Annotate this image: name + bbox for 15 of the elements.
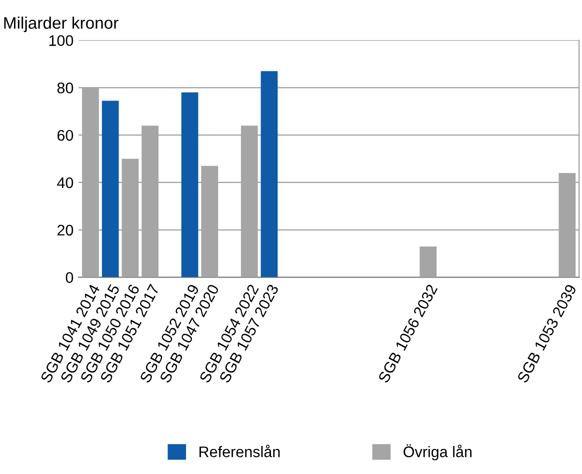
x-tick-label: SGB 1053 2039: [516, 284, 577, 384]
y-tick-label: 80: [57, 82, 74, 94]
y-axis-title: Miljarder kronor: [4, 16, 118, 32]
bar: [181, 92, 198, 278]
y-tick-label: 40: [57, 177, 74, 188]
legend-label: Referenslån: [200, 444, 280, 458]
legend-label: Övriga lån: [404, 444, 472, 460]
bar: [260, 71, 278, 278]
bar: [102, 100, 119, 278]
y-tick-label: 0: [66, 272, 74, 283]
y-tick-label: 60: [57, 130, 74, 141]
y-tick-label: 100: [49, 35, 74, 46]
y-tick-label: 20: [57, 224, 74, 236]
x-tick-label: SGB 1056 2032: [378, 284, 438, 384]
bar: [420, 246, 437, 278]
